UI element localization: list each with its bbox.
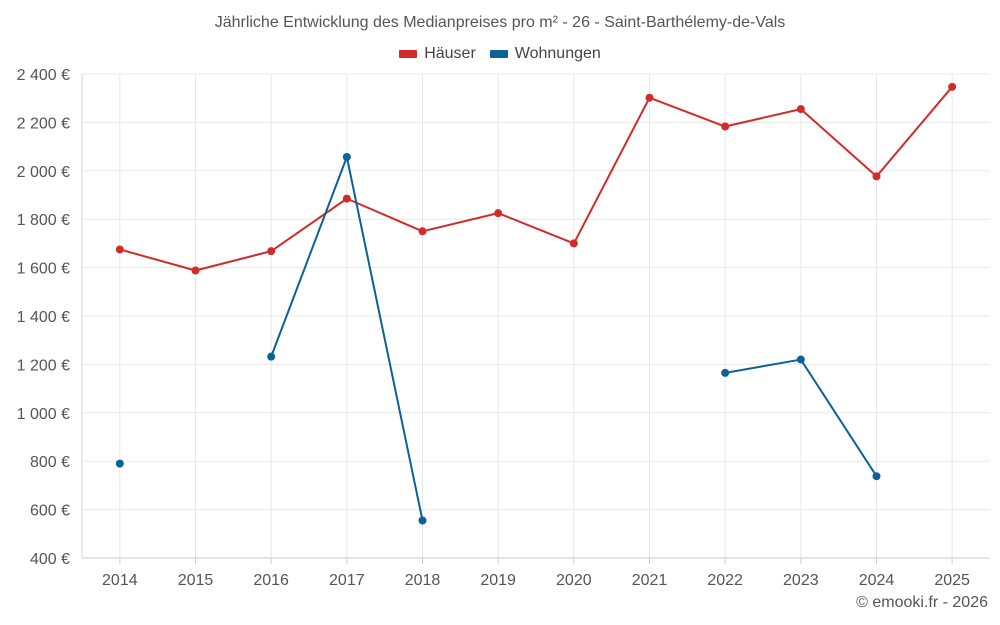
data-point-wohnungen — [342, 153, 351, 162]
x-tick-label: 2023 — [783, 572, 819, 589]
legend-label-haeuser: Häuser — [424, 45, 476, 62]
data-point-haeuser — [115, 245, 124, 254]
data-point-haeuser — [569, 239, 578, 248]
y-tick-label: 1 600 € — [17, 261, 70, 278]
x-tick-label: 2016 — [253, 572, 289, 589]
data-point-haeuser — [267, 247, 276, 256]
x-tick-label: 2014 — [102, 572, 138, 589]
legend-item-wohnungen[interactable]: Wohnungen — [489, 45, 601, 63]
y-tick-label: 1 000 € — [17, 406, 70, 423]
x-tick-label: 2017 — [329, 572, 365, 589]
data-point-wohnungen — [418, 516, 427, 525]
x-tick-label: 2021 — [632, 572, 668, 589]
x-tick-label: 2018 — [405, 572, 441, 589]
x-tick-label: 2024 — [859, 572, 895, 589]
data-point-haeuser — [948, 82, 957, 91]
data-point-haeuser — [494, 209, 503, 218]
y-tick-label: 400 € — [30, 551, 70, 568]
x-tick-label: 2020 — [556, 572, 592, 589]
y-tick-label: 2 000 € — [17, 164, 70, 181]
y-tick-label: 2 200 € — [17, 115, 70, 132]
data-point-haeuser — [418, 227, 427, 236]
y-tick-label: 1 400 € — [17, 309, 70, 326]
data-point-wohnungen — [872, 472, 881, 481]
chart-legend: Häuser Wohnungen — [0, 45, 1000, 63]
data-point-haeuser — [342, 194, 351, 203]
data-point-haeuser — [721, 122, 730, 131]
x-tick-label: 2022 — [707, 572, 743, 589]
legend-item-haeuser[interactable]: Häuser — [399, 45, 476, 63]
legend-label-wohnungen: Wohnungen — [514, 45, 601, 62]
y-tick-label: 800 € — [30, 454, 70, 471]
y-tick-label: 600 € — [30, 503, 70, 520]
data-point-wohnungen — [721, 368, 730, 377]
copyright-credit: © emooki.fr - 2026 — [856, 594, 988, 611]
x-tick-label: 2015 — [178, 572, 214, 589]
legend-swatch-haeuser — [399, 50, 418, 58]
data-point-haeuser — [191, 266, 200, 275]
x-tick-label: 2025 — [934, 572, 970, 589]
data-point-haeuser — [872, 172, 881, 181]
data-point-haeuser — [796, 105, 805, 114]
legend-swatch-wohnungen — [489, 50, 508, 58]
y-tick-label: 1 200 € — [17, 357, 70, 374]
y-tick-label: 2 400 € — [17, 67, 70, 84]
data-point-wohnungen — [267, 352, 276, 361]
x-tick-label: 2019 — [480, 572, 516, 589]
series-line-haeuser — [119, 86, 953, 272]
chart-title: Jährliche Entwicklung des Medianpreises … — [214, 14, 786, 31]
y-tick-label: 1 800 € — [17, 212, 70, 229]
data-point-haeuser — [645, 93, 654, 102]
data-point-wohnungen — [796, 355, 805, 364]
data-point-wohnungen — [115, 459, 124, 468]
